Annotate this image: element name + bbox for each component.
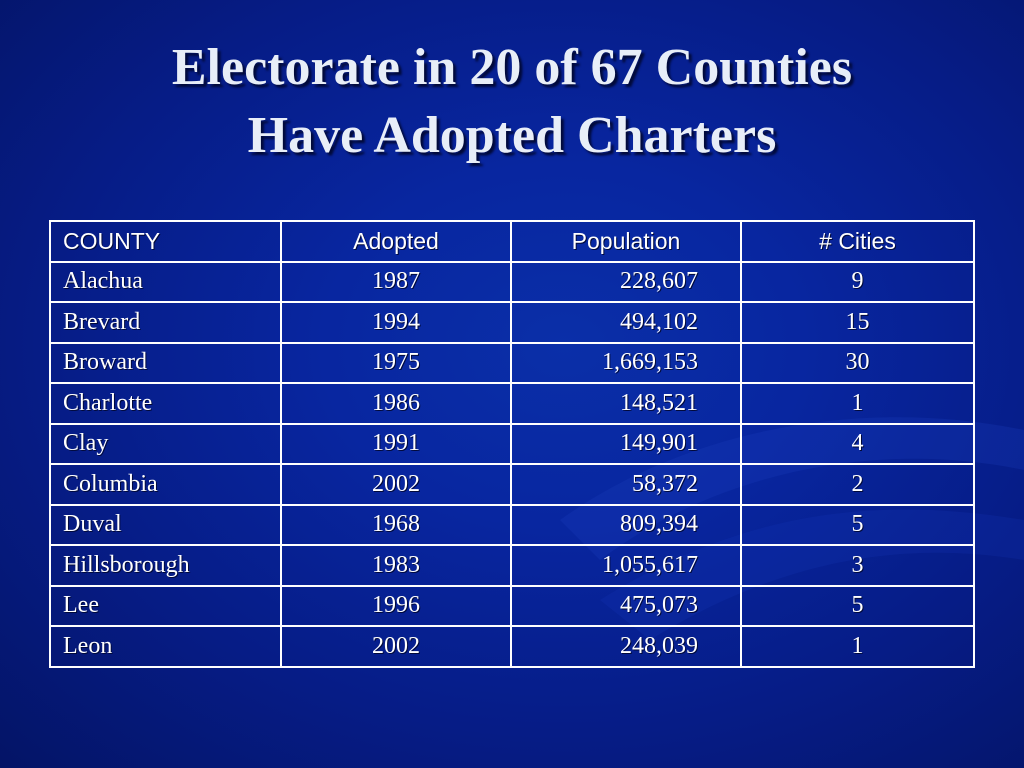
cell-adopted: 1987 xyxy=(280,260,512,303)
cell-population: 1,055,617 xyxy=(510,544,742,587)
cell-adopted: 1983 xyxy=(280,544,512,587)
table-row: Charlotte 1986 148,521 1 xyxy=(49,382,975,425)
cell-county: Clay xyxy=(49,422,282,465)
title-line-2: Have Adopted Charters xyxy=(247,107,777,164)
header-population: Population xyxy=(510,220,742,263)
slide-title: Electorate in 20 of 67 Counties Have Ado… xyxy=(0,34,1024,170)
table-row: Alachua 1987 228,607 9 xyxy=(49,260,975,303)
cell-county: Broward xyxy=(49,341,282,384)
cell-county: Charlotte xyxy=(49,382,282,425)
cell-county: Alachua xyxy=(49,260,282,303)
table-row: Hillsborough 1983 1,055,617 3 xyxy=(49,544,975,587)
cell-population: 148,521 xyxy=(510,382,742,425)
header-cities: # Cities xyxy=(740,220,975,263)
cell-population: 228,607 xyxy=(510,260,742,303)
table-row: Brevard 1994 494,102 15 xyxy=(49,301,975,344)
cell-population: 58,372 xyxy=(510,463,742,506)
cell-cities: 5 xyxy=(740,584,975,627)
header-adopted: Adopted xyxy=(280,220,512,263)
table-row: Leon 2002 248,039 1 xyxy=(49,625,975,668)
cell-adopted: 2002 xyxy=(280,463,512,506)
cell-adopted: 1994 xyxy=(280,301,512,344)
cell-population: 248,039 xyxy=(510,625,742,668)
table-row: Lee 1996 475,073 5 xyxy=(49,584,975,627)
cell-population: 1,669,153 xyxy=(510,341,742,384)
cell-cities: 15 xyxy=(740,301,975,344)
cell-county: Duval xyxy=(49,503,282,546)
cell-adopted: 1991 xyxy=(280,422,512,465)
cell-adopted: 1975 xyxy=(280,341,512,384)
cell-adopted: 1968 xyxy=(280,503,512,546)
cell-population: 149,901 xyxy=(510,422,742,465)
table-row: Columbia 2002 58,372 2 xyxy=(49,463,975,506)
table-row: Clay 1991 149,901 4 xyxy=(49,422,975,465)
cell-population: 494,102 xyxy=(510,301,742,344)
table-header-row: COUNTY Adopted Population # Cities xyxy=(49,220,975,263)
cell-cities: 5 xyxy=(740,503,975,546)
cell-county: Columbia xyxy=(49,463,282,506)
cell-county: Hillsborough xyxy=(49,544,282,587)
cell-cities: 4 xyxy=(740,422,975,465)
counties-table: COUNTY Adopted Population # Cities Alach… xyxy=(49,220,975,668)
cell-county: Lee xyxy=(49,584,282,627)
cell-county: Brevard xyxy=(49,301,282,344)
cell-county: Leon xyxy=(49,625,282,668)
cell-adopted: 1986 xyxy=(280,382,512,425)
cell-cities: 9 xyxy=(740,260,975,303)
cell-population: 809,394 xyxy=(510,503,742,546)
cell-adopted: 1996 xyxy=(280,584,512,627)
table-row: Broward 1975 1,669,153 30 xyxy=(49,341,975,384)
cell-population: 475,073 xyxy=(510,584,742,627)
header-county: COUNTY xyxy=(49,220,282,263)
cell-cities: 1 xyxy=(740,625,975,668)
title-line-1: Electorate in 20 of 67 Counties xyxy=(171,39,853,96)
cell-cities: 1 xyxy=(740,382,975,425)
cell-cities: 3 xyxy=(740,544,975,587)
cell-cities: 2 xyxy=(740,463,975,506)
cell-cities: 30 xyxy=(740,341,975,384)
table-row: Duval 1968 809,394 5 xyxy=(49,503,975,546)
cell-adopted: 2002 xyxy=(280,625,512,668)
